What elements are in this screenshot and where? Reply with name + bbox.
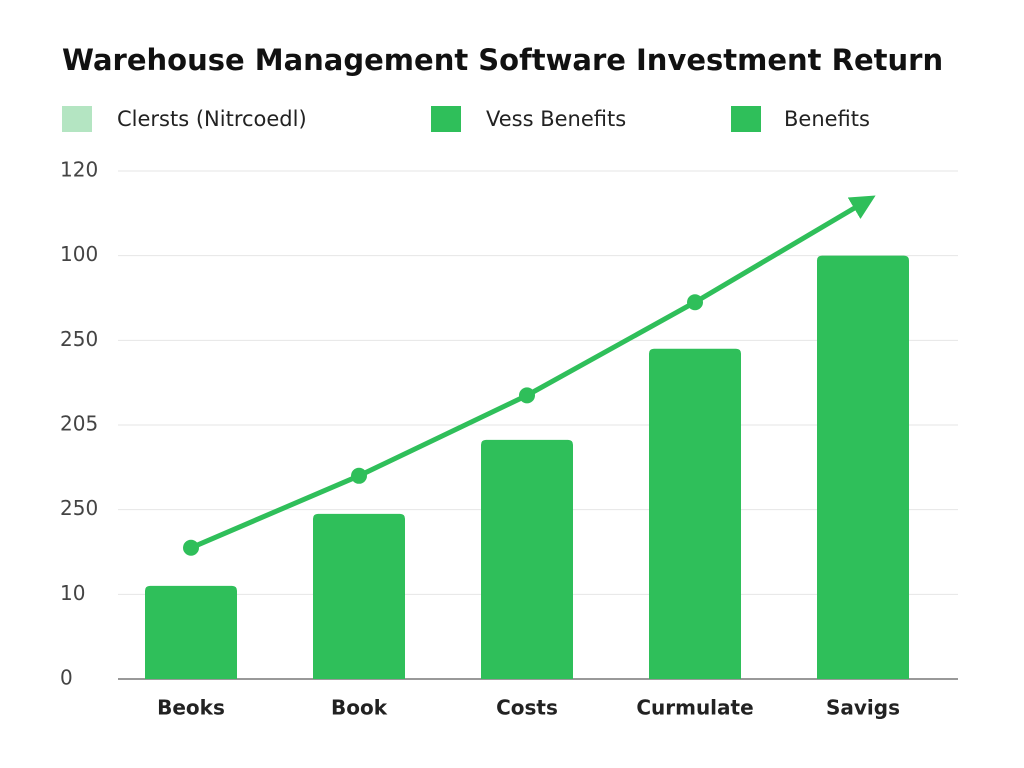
- y-tick-label: 250: [60, 327, 98, 351]
- trend-point: [687, 294, 703, 311]
- y-tick-label: 120: [60, 158, 98, 182]
- legend-label: Vess Benefits: [486, 107, 626, 131]
- legend-label: Clersts (Nitrcoedl): [117, 107, 307, 131]
- y-tick-label: 0: [60, 666, 73, 690]
- legend-label: Benefits: [784, 107, 870, 131]
- trend-point: [351, 467, 367, 484]
- y-tick-label: 100: [60, 242, 98, 266]
- legend-swatch: [731, 106, 761, 132]
- chart-title: Warehouse Management Software Investment…: [62, 43, 943, 77]
- x-tick-label: Book: [331, 696, 388, 720]
- trend-point: [519, 387, 535, 404]
- bar: [649, 348, 741, 679]
- x-tick-label: Beoks: [157, 696, 225, 720]
- y-tick-label: 250: [60, 496, 98, 520]
- y-tick-label: 205: [60, 412, 98, 436]
- bar: [145, 585, 237, 679]
- bar: [817, 255, 909, 679]
- bar: [313, 513, 405, 679]
- legend-swatch: [431, 106, 461, 132]
- bar: [481, 439, 573, 679]
- y-tick-label: 10: [60, 581, 85, 605]
- x-tick-label: Curmulate: [636, 696, 753, 720]
- x-tick-label: Savigs: [826, 696, 900, 720]
- legend-swatch: [62, 106, 92, 132]
- trend-point: [183, 539, 199, 556]
- x-tick-label: Costs: [496, 696, 558, 720]
